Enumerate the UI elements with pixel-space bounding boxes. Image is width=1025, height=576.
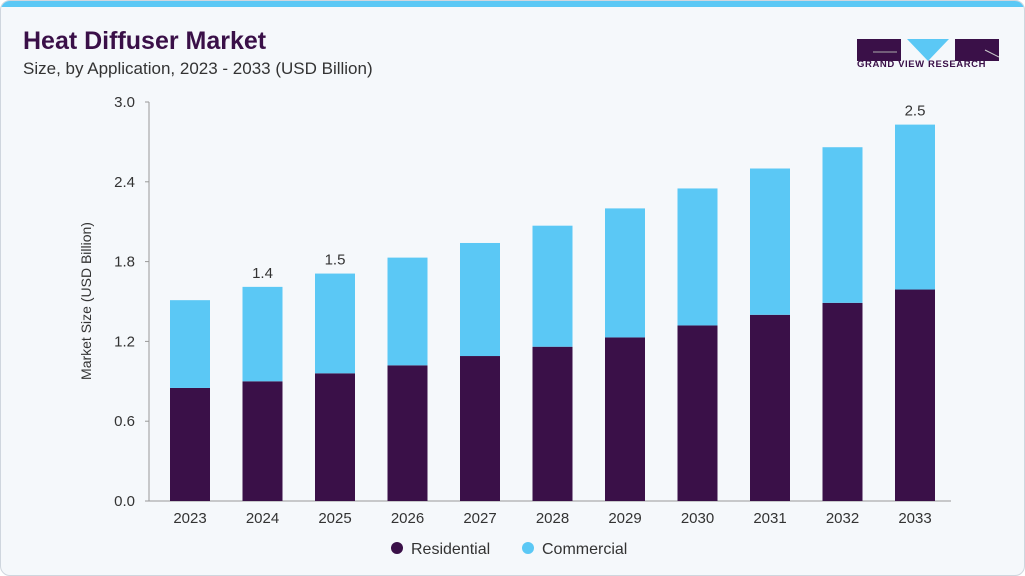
bar-residential-2030 <box>677 325 718 501</box>
data-label: 1.4 <box>252 265 273 282</box>
x-tick-label: 2031 <box>753 510 786 527</box>
x-tick-label: 2024 <box>246 510 279 527</box>
bar-residential-2031 <box>750 314 790 501</box>
legend-marker-residential <box>391 542 403 554</box>
bar-commercial-2026 <box>387 257 428 366</box>
bar-residential-2025 <box>315 373 355 501</box>
legend-label-commercial: Commercial <box>542 541 627 558</box>
data-label: 1.5 <box>325 252 346 269</box>
y-tick-label: 0.6 <box>114 413 135 430</box>
y-tick-label: 0.0 <box>114 493 135 510</box>
chart-title: Heat Diffuser Market <box>23 27 267 55</box>
bar-residential-2024 <box>242 381 283 501</box>
bar-commercial-2027 <box>460 242 500 357</box>
x-tick-label: 2025 <box>318 510 351 527</box>
x-tick-label: 2027 <box>463 510 496 527</box>
y-tick-label: 1.2 <box>114 333 135 350</box>
bar-residential-2027 <box>460 356 500 501</box>
bar-residential-2023 <box>170 387 210 501</box>
bar-commercial-2033 <box>895 124 935 290</box>
y-axis-label: Market Size (USD Billion) <box>78 222 94 380</box>
bar-commercial-2024 <box>242 286 283 382</box>
bar-residential-2026 <box>387 365 428 501</box>
x-tick-label: 2023 <box>173 510 206 527</box>
x-tick-label: 2026 <box>391 510 424 527</box>
bar-commercial-2025 <box>315 273 355 374</box>
grand-view-research-logo <box>857 39 999 61</box>
bar-commercial-2028 <box>532 225 573 347</box>
bar-commercial-2031 <box>750 168 790 315</box>
x-tick-label: 2030 <box>681 510 714 527</box>
bar-residential-2032 <box>822 302 863 501</box>
x-tick-label: 2033 <box>898 510 931 527</box>
logo-text: GRAND VIEW RESEARCH <box>857 59 987 70</box>
legend-marker-commercial <box>522 542 534 554</box>
bar-commercial-2023 <box>170 300 210 388</box>
bar-commercial-2030 <box>677 188 718 326</box>
bar-residential-2029 <box>605 337 645 501</box>
bar-residential-2033 <box>895 289 935 501</box>
x-tick-label: 2028 <box>536 510 569 527</box>
chart-subtitle: Size, by Application, 2023 - 2033 (USD B… <box>23 59 373 78</box>
y-tick-label: 1.8 <box>114 254 135 271</box>
bar-residential-2028 <box>532 346 573 501</box>
y-tick-label: 3.0 <box>114 94 135 111</box>
y-tick-label: 2.4 <box>114 174 135 191</box>
x-tick-label: 2029 <box>608 510 641 527</box>
x-tick-label: 2032 <box>826 510 859 527</box>
data-label: 2.5 <box>905 103 926 120</box>
bar-commercial-2032 <box>822 147 863 303</box>
legend-label-residential: Residential <box>411 541 490 558</box>
bar-commercial-2029 <box>605 208 645 338</box>
accent-bar <box>1 1 1024 7</box>
